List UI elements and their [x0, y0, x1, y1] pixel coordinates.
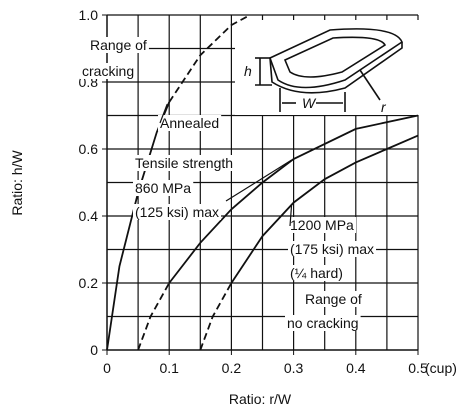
annotation: (125 ksi) max — [135, 204, 219, 220]
series-label: Annealed — [160, 115, 219, 131]
x-unit-note: (cup) — [425, 360, 457, 376]
y-tick-label: 0 — [90, 342, 98, 358]
annotation-background — [133, 180, 194, 196]
y-tick-label: 0.6 — [79, 141, 99, 157]
x-tick-label: 0 — [103, 360, 111, 376]
annotation: Range of — [90, 37, 147, 53]
annotation-background — [303, 291, 364, 307]
inset-label: W — [302, 95, 317, 111]
annotation: (¼ hard) — [290, 265, 343, 281]
leader — [159, 103, 168, 124]
x-tick-label: 0.5 — [408, 360, 428, 376]
curve — [230, 134, 419, 284]
leader — [289, 204, 293, 227]
curve — [137, 282, 170, 351]
tray-side — [269, 42, 403, 94]
annotation-background — [88, 37, 149, 53]
annotation-background — [288, 265, 345, 281]
x-tick-label: 0.2 — [222, 360, 242, 376]
annotation-background — [80, 63, 137, 79]
annotation: 1200 MPa — [290, 217, 354, 233]
annotation: no cracking — [287, 315, 359, 331]
y-tick-label: 0.4 — [79, 208, 99, 224]
annotation-background — [133, 204, 222, 220]
curve — [199, 282, 233, 351]
annotation: (175 ksi) max — [290, 241, 374, 257]
annotation: 860 MPa — [135, 180, 191, 196]
curve — [168, 114, 419, 284]
annotation-background — [158, 115, 222, 131]
annotation: cracking — [82, 63, 134, 79]
annotation-background — [288, 241, 377, 257]
leader — [225, 159, 292, 202]
annotation-background — [285, 315, 361, 331]
annotation: Range of — [305, 291, 362, 307]
tray-outline — [268, 28, 403, 89]
inset-background — [235, 20, 420, 115]
inset-tray — [255, 28, 403, 112]
curve — [168, 14, 251, 103]
annotation: Tensile strength — [135, 155, 233, 171]
annotation-background — [288, 217, 357, 233]
x-axis-label: Ratio: r/W — [229, 391, 292, 407]
y-tick-label: 0.2 — [79, 275, 99, 291]
x-tick-label: 0.1 — [159, 360, 179, 376]
x-tick-label: 0.3 — [284, 360, 304, 376]
y-axis-label: Ratio: h/W — [9, 150, 25, 216]
inset-label: h — [244, 63, 252, 79]
annotation-background — [133, 155, 236, 171]
dim-r — [359, 69, 381, 101]
inset-label: r — [381, 99, 387, 115]
tray-inner — [283, 36, 387, 78]
x-tick-label: 0.4 — [346, 360, 366, 376]
y-tick-label: 1.0 — [79, 7, 99, 23]
